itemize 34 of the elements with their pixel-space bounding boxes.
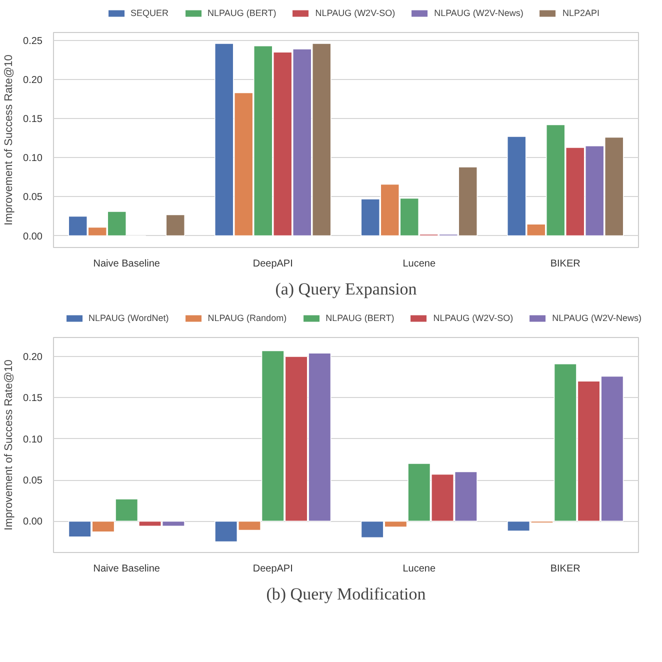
y-axis-title: Improvement of Success Rate@10 bbox=[3, 54, 16, 226]
y-axis-title: Improvement of Success Rate@10 bbox=[3, 360, 16, 530]
text: (a) Query Expansion bbox=[275, 280, 418, 298]
y-tick-label: 0.20 bbox=[23, 74, 43, 86]
y-tick-label: 0.15 bbox=[23, 393, 43, 404]
bar bbox=[166, 214, 186, 236]
legend-label: NLP2API bbox=[562, 8, 600, 18]
legend-label: SEQUER bbox=[130, 8, 169, 18]
x-tick-label: Lucene bbox=[402, 564, 436, 574]
x-tick-label: DeepAPI bbox=[252, 258, 293, 270]
legend-label: NLPAUG (W2V-SO) bbox=[433, 313, 514, 323]
y-tick-label: 0.10 bbox=[23, 434, 43, 446]
y-tick-label: 0.25 bbox=[23, 36, 43, 47]
x-tick-label: Naive Baseline bbox=[93, 564, 160, 574]
legend-label: NLPAUG (W2V-SO) bbox=[315, 8, 396, 18]
y-tick-label: 0.05 bbox=[23, 192, 43, 204]
legend-label: NLPAUG (W2V-News) bbox=[434, 8, 524, 18]
x-tick-label: BIKER bbox=[550, 258, 580, 270]
legend-label: NLPAUG (W2V-News) bbox=[552, 313, 642, 323]
legend-label: NLPAUG (BERT) bbox=[208, 8, 276, 18]
y-tick-label: 0.00 bbox=[23, 516, 43, 528]
y-tick-label: 0.05 bbox=[23, 476, 43, 487]
y-tick-label: 0.20 bbox=[23, 352, 43, 363]
legend-label: NLPAUG (Random) bbox=[208, 313, 287, 323]
x-tick-label: BIKER bbox=[550, 564, 580, 574]
legend-label: NLPAUG (BERT) bbox=[326, 313, 394, 323]
text: (b) Query Modification bbox=[266, 584, 426, 604]
y-tick-label: 0.15 bbox=[23, 114, 43, 125]
x-tick-label: Lucene bbox=[402, 258, 436, 270]
y-tick-label: 0.10 bbox=[23, 153, 43, 164]
y-tick-label: 0.00 bbox=[23, 231, 43, 242]
x-tick-label: DeepAPI bbox=[252, 564, 293, 574]
legend-label: NLPAUG (WordNet) bbox=[88, 313, 169, 323]
x-tick-label: Naive Baseline bbox=[93, 258, 160, 270]
